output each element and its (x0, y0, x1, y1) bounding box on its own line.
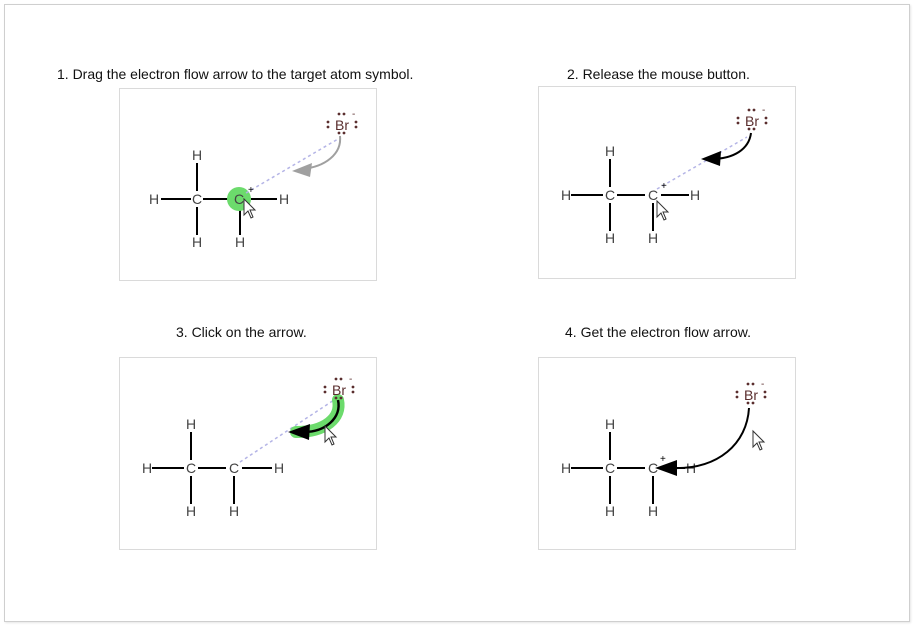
step-2-title: 2. Release the mouse button. (567, 66, 750, 82)
hydrogen-bottom-right: H (229, 503, 239, 519)
hydrogen-bottom-left: H (192, 234, 202, 250)
step-3-title: 3. Click on the arrow. (176, 324, 307, 340)
step-4-panel: H C H H C H H + Br - (538, 357, 796, 550)
step-1-panel: H C H H C H H + Br - (119, 88, 377, 281)
dashed-guide-line (245, 138, 339, 194)
bromide-minus: - (349, 374, 352, 385)
step-1-molecule-diagram: H C H H C H H + Br - (149, 109, 358, 250)
bromide-ion: Br - (735, 379, 767, 405)
carbon-left: C (605, 187, 615, 203)
hydrogen-left: H (561, 460, 571, 476)
bromine-label: Br (745, 113, 759, 129)
carbon-left: C (192, 191, 202, 207)
step-1-title: 1. Drag the electron flow arrow to the t… (57, 66, 414, 82)
step-2-molecule-diagram: H C H H C H H + Br - (561, 105, 768, 246)
hydrogen-top: H (605, 143, 615, 159)
mouse-cursor-icon (324, 424, 338, 446)
hydrogen-left: H (561, 187, 571, 203)
carbocation-plus: + (660, 454, 666, 465)
step-4-molecule-diagram: H C H H C H H + Br - (561, 379, 767, 519)
bromide-minus: - (761, 379, 764, 390)
arrow-head-gray (292, 163, 312, 177)
bromine-label: Br (332, 382, 346, 398)
bromine-label: Br (335, 117, 349, 133)
mouse-cursor-icon (656, 199, 670, 221)
carbon-left: C (605, 460, 615, 476)
hydrogen-bottom-right: H (648, 503, 658, 519)
arrow-head-black (288, 424, 310, 440)
step-4-title: 4. Get the electron flow arrow. (565, 324, 751, 340)
bromine-label: Br (744, 387, 758, 403)
bromide-ion: Br - (323, 374, 355, 400)
bonds (571, 159, 689, 231)
hydrogen-top: H (605, 416, 615, 432)
carbon-target: C (234, 191, 244, 207)
mouse-cursor-icon (243, 197, 257, 219)
mouse-cursor-icon (752, 429, 766, 451)
carbon-target: C (648, 187, 658, 203)
hydrogen-top: H (186, 416, 196, 432)
bromide-minus: - (762, 105, 765, 116)
carbon-target: C (229, 460, 239, 476)
bonds (152, 432, 272, 504)
hydrogen-left: H (142, 460, 152, 476)
carbocation-plus: + (248, 185, 254, 196)
hydrogen-left: H (149, 191, 159, 207)
hydrogen-bottom-left: H (186, 503, 196, 519)
dashed-guide-line (656, 136, 748, 190)
step-2-panel: H C H H C H H + Br - (538, 86, 796, 279)
carbocation-plus: + (661, 181, 667, 192)
arrow-head-black (701, 151, 721, 166)
hydrogen-bottom-right: H (235, 234, 245, 250)
hydrogen-right: H (690, 187, 700, 203)
hydrogen-right: H (279, 191, 289, 207)
bonds (161, 163, 277, 235)
hydrogen-bottom-right: H (648, 230, 658, 246)
hydrogen-right: H (274, 460, 284, 476)
carbon-target: C (648, 460, 658, 476)
bromide-minus: - (352, 109, 355, 120)
step-3-molecule-diagram: H C H H C H H Br - (142, 374, 355, 519)
hydrogen-bottom-left: H (605, 230, 615, 246)
hydrogen-bottom-left: H (605, 503, 615, 519)
bromide-ion: Br - (736, 105, 768, 131)
dashed-guide-line (239, 399, 335, 463)
step-3-panel: H C H H C H H Br - (119, 357, 377, 550)
carbon-left: C (186, 460, 196, 476)
hydrogen-top: H (192, 147, 202, 163)
bromide-ion: Br - (326, 109, 358, 135)
electron-flow-arrow-final[interactable] (670, 407, 750, 470)
arrow-head-black (655, 460, 677, 476)
